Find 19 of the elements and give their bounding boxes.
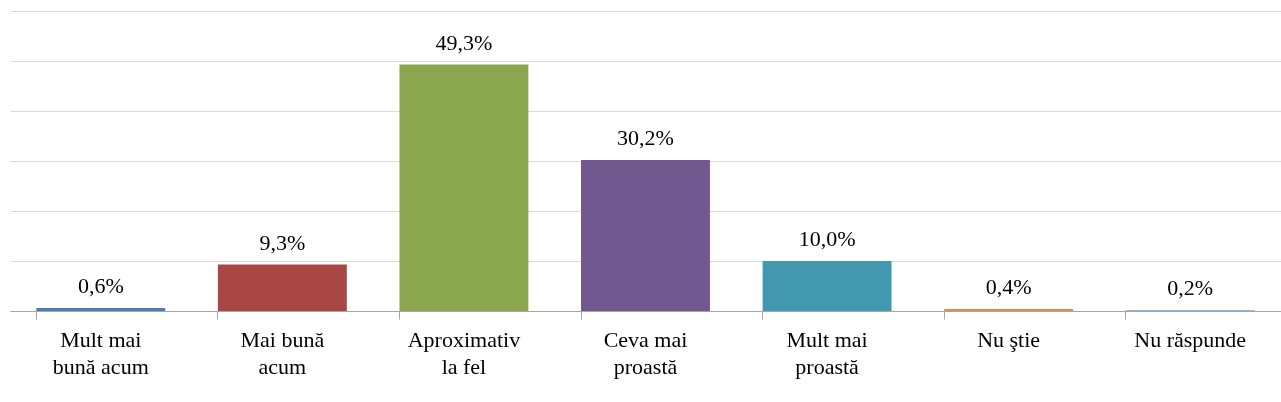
data-label: 0,2% <box>1167 275 1214 300</box>
x-tick-label: Aproximativ la fel <box>407 326 521 379</box>
data-label: 0,4% <box>985 274 1032 299</box>
bar <box>36 308 166 311</box>
bar <box>217 264 347 311</box>
bar <box>581 160 710 311</box>
data-label: 30,2% <box>617 125 674 150</box>
x-tick-label: Mult mai bună acum <box>52 326 149 379</box>
x-tick-label: Nu ştie <box>977 326 1041 352</box>
x-tick-label: Ceva mai proastă <box>603 326 688 379</box>
bar <box>399 64 529 311</box>
data-label: 0,6% <box>77 273 124 298</box>
data-label: 10,0% <box>798 226 856 251</box>
bar <box>762 261 892 311</box>
data-label: 9,3% <box>259 229 306 255</box>
x-tick-label: Nu răspunde <box>1134 326 1247 352</box>
x-tick-label: Mai bună acum <box>240 326 325 379</box>
x-tick-label: Mult mai proastă <box>786 326 868 379</box>
data-label: 49,3% <box>435 29 493 55</box>
